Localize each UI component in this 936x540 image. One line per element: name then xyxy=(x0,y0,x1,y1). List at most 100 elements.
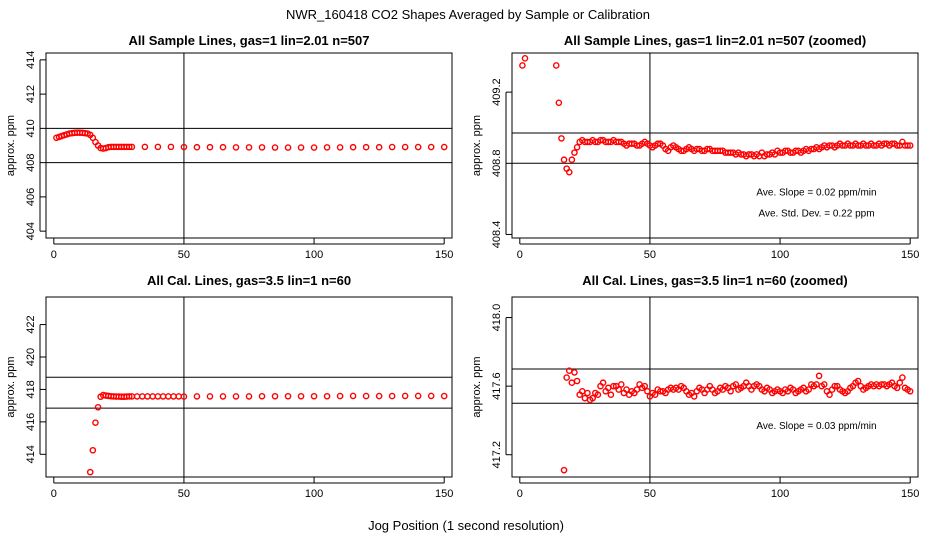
data-point xyxy=(560,156,568,164)
data-point xyxy=(826,391,833,399)
x-tick-label: 100 xyxy=(771,249,789,261)
y-tick-label: 408.4 xyxy=(491,221,503,249)
data-point xyxy=(125,393,133,400)
data-point xyxy=(732,381,740,388)
data-point xyxy=(555,99,563,107)
data-point xyxy=(258,144,266,151)
annotation: Ave. Slope = 0.02 ppm/min xyxy=(756,187,876,198)
y-tick-label: 418 xyxy=(25,380,37,398)
data-point xyxy=(323,144,331,151)
data-point xyxy=(568,379,576,387)
data-point xyxy=(175,393,183,400)
x-tick-label: 100 xyxy=(771,488,789,500)
data-point xyxy=(589,394,596,402)
x-tick-label: 50 xyxy=(178,249,190,261)
data-point xyxy=(607,391,615,399)
data-point xyxy=(854,377,862,385)
data-point xyxy=(271,144,279,151)
x-tick-label: 50 xyxy=(644,488,656,500)
data-point xyxy=(89,446,97,454)
data-point xyxy=(893,384,901,392)
data-point xyxy=(906,387,914,395)
data-point xyxy=(144,393,151,400)
x-tick-label: 150 xyxy=(901,249,919,261)
data-point xyxy=(336,392,344,400)
data-point xyxy=(375,392,383,400)
data-point xyxy=(573,377,581,385)
data-point xyxy=(180,393,188,400)
data-point xyxy=(375,143,383,151)
data-point xyxy=(284,144,292,151)
y-tick-label: 422 xyxy=(25,315,37,333)
panel-p2: All Sample Lines, gas=1 lin=2.01 n=507 (… xyxy=(471,33,919,261)
plot-frame xyxy=(45,296,453,478)
y-tick-label: 412 xyxy=(25,85,37,103)
data-point xyxy=(297,144,305,151)
data-point xyxy=(571,369,578,376)
data-point xyxy=(336,144,344,151)
data-point xyxy=(831,382,839,390)
data-point xyxy=(125,143,133,151)
x-tick-label: 150 xyxy=(435,488,453,500)
data-point xyxy=(133,393,141,400)
data-point xyxy=(610,382,617,390)
data-point xyxy=(558,135,565,142)
x-tick-label: 0 xyxy=(517,488,523,500)
data-point xyxy=(896,379,904,387)
data-point xyxy=(310,392,318,400)
y-tick-label: 416 xyxy=(25,413,37,431)
data-point xyxy=(271,392,279,400)
data-point xyxy=(727,387,734,395)
y-tick-label: 404 xyxy=(25,222,37,240)
y-tick-label: 408 xyxy=(25,153,37,171)
x-tick-label: 150 xyxy=(901,488,919,500)
data-point xyxy=(284,392,292,400)
data-point xyxy=(594,391,602,399)
y-tick-label: 414 xyxy=(25,51,37,69)
annotation: Ave. Std. Dev. = 0.22 ppm xyxy=(758,209,874,220)
data-point xyxy=(571,149,578,156)
y-tick-label: 417.6 xyxy=(491,372,503,400)
y-tick-label: 406 xyxy=(25,188,37,206)
data-point xyxy=(86,468,94,476)
panel-title: All Sample Lines, gas=1 lin=2.01 n=507 (… xyxy=(564,33,866,48)
data-point xyxy=(94,403,102,411)
data-point xyxy=(297,392,305,400)
data-point xyxy=(519,62,526,69)
data-point xyxy=(388,143,396,151)
panel-title: All Cal. Lines, gas=3.5 lin=1 n=60 xyxy=(147,273,351,288)
data-point xyxy=(349,392,357,400)
x-tick-label: 0 xyxy=(517,249,523,261)
data-point xyxy=(427,392,435,400)
plot-frame xyxy=(45,52,453,239)
data-point xyxy=(904,142,911,149)
y-axis-label: approx. ppm xyxy=(471,115,483,176)
data-point xyxy=(206,143,214,151)
panel-title: All Cal. Lines, gas=3.5 lin=1 n=60 (zoom… xyxy=(582,273,848,288)
data-point xyxy=(440,392,448,400)
y-axis-label: approx. ppm xyxy=(471,356,483,417)
panel-p4: All Cal. Lines, gas=3.5 lin=1 n=60 (zoom… xyxy=(471,273,919,500)
figure-title: NWR_160418 CO2 Shapes Averaged by Sample… xyxy=(286,7,650,22)
data-point xyxy=(349,143,357,151)
data-point xyxy=(440,143,448,151)
x-tick-label: 0 xyxy=(51,488,57,500)
data-point xyxy=(362,143,370,151)
x-tick-label: 100 xyxy=(305,488,323,500)
data-point xyxy=(206,393,214,400)
y-tick-label: 410 xyxy=(25,119,37,137)
y-tick-label: 408.8 xyxy=(491,150,503,178)
y-axis-label: approx. ppm xyxy=(5,356,17,417)
data-point xyxy=(245,393,253,400)
data-point xyxy=(92,419,99,426)
data-point xyxy=(615,386,623,393)
data-point xyxy=(599,379,607,387)
y-tick-label: 420 xyxy=(25,348,37,366)
data-point xyxy=(644,387,651,395)
data-point xyxy=(154,393,162,400)
data-point xyxy=(521,55,529,62)
panel-title: All Sample Lines, gas=1 lin=2.01 n=507 xyxy=(129,33,370,48)
data-point xyxy=(193,143,201,151)
data-point xyxy=(414,392,422,400)
data-point xyxy=(323,392,331,400)
